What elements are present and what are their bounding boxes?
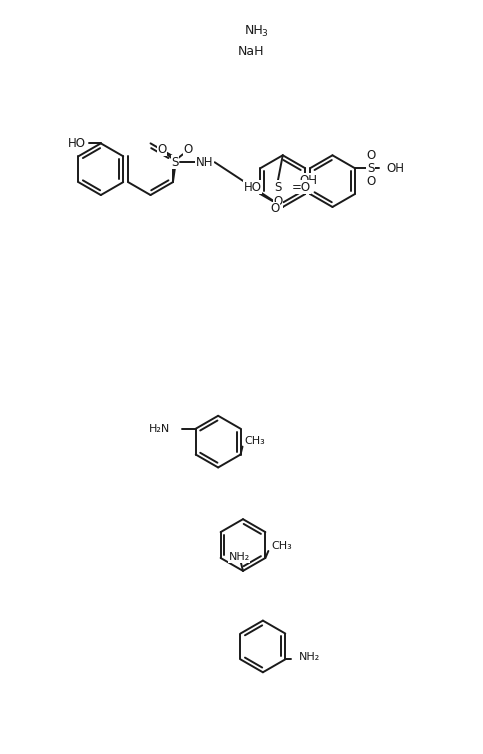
Text: 3: 3	[261, 29, 267, 38]
Text: NaH: NaH	[238, 45, 265, 58]
Text: HO: HO	[68, 137, 86, 150]
Text: =O: =O	[292, 181, 311, 194]
Text: O: O	[183, 143, 192, 156]
Text: NH: NH	[196, 156, 213, 169]
Text: O: O	[273, 195, 283, 207]
Text: H₂N: H₂N	[149, 424, 170, 434]
Text: S: S	[171, 156, 179, 169]
Text: NH₂: NH₂	[299, 652, 320, 662]
Text: O: O	[366, 149, 375, 162]
Text: NH₂: NH₂	[228, 552, 250, 562]
Text: S: S	[367, 161, 374, 175]
Text: CH₃: CH₃	[244, 436, 265, 446]
Text: NH: NH	[245, 23, 264, 36]
Text: O: O	[157, 143, 167, 156]
Text: OH: OH	[299, 173, 317, 187]
Text: OH: OH	[387, 161, 405, 175]
Text: O: O	[270, 203, 280, 216]
Text: HO: HO	[244, 181, 262, 194]
Text: O: O	[366, 175, 375, 188]
Text: CH₃: CH₃	[271, 541, 292, 551]
Text: S: S	[274, 181, 282, 194]
